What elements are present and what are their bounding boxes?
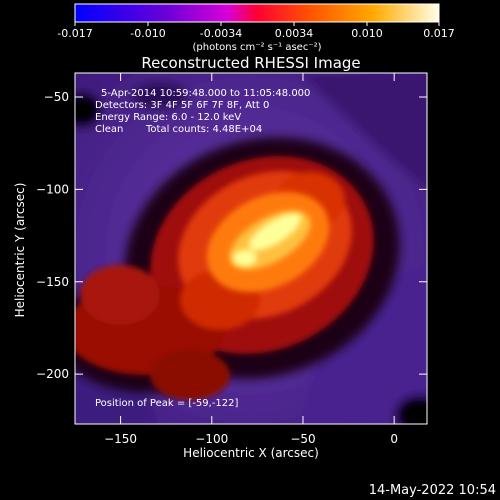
colorbar-tick-label: 0.010 (351, 27, 383, 40)
x-axis-label: Heliocentric X (arcsec) (183, 446, 319, 460)
y-tick-label: −100 (36, 182, 69, 196)
peak-position: Position of Peak = [-59,-122] (95, 398, 239, 409)
x-tick-label: −150 (104, 432, 137, 446)
info-energy-range: Energy Range: 6.0 - 12.0 keV (95, 112, 241, 123)
image-title: Reconstructed RHESSI Image (141, 54, 360, 72)
colorbar-tick-label: -0.0034 (200, 27, 242, 40)
x-axis-ticks: −150 −100 −50 0 (104, 73, 398, 446)
colorbar: -0.017 -0.010 -0.0034 0.0034 0.010 0.017… (57, 3, 455, 53)
y-tick-label: −200 (36, 367, 69, 381)
y-axis-label: Heliocentric Y (arcsec) (13, 183, 27, 318)
rhessi-image (75, 73, 427, 424)
colorbar-gradient (74, 3, 440, 23)
timestamp: 14-May-2022 10:54 (369, 483, 496, 498)
y-tick-label: −50 (44, 90, 69, 104)
info-total-counts: Total counts: 4.48E+04 (145, 124, 262, 135)
plot-frame (74, 72, 428, 425)
info-time-range: 5-Apr-2014 10:59:48.000 to 11:05:48.000 (101, 88, 310, 99)
y-tick-label: −150 (36, 275, 69, 289)
colorbar-tick-label: -0.010 (130, 27, 165, 40)
colorbar-tick-label: 0.0034 (275, 27, 314, 40)
colorbar-tick-label: 0.017 (423, 27, 455, 40)
x-tick-label: −50 (290, 432, 315, 446)
info-clean: Clean (95, 124, 123, 135)
x-tick-label: −100 (195, 432, 228, 446)
colorbar-tick-label: -0.017 (57, 27, 92, 40)
info-detectors: Detectors: 3F 4F 5F 6F 7F 8F, Att 0 (95, 100, 269, 111)
x-tick-label: 0 (390, 432, 398, 446)
y-axis-ticks: −50 −100 −150 −200 (36, 90, 427, 381)
colorbar-ticks (74, 22, 440, 26)
colorbar-units: (photons cm⁻² s⁻¹ asec⁻²) (192, 42, 321, 53)
